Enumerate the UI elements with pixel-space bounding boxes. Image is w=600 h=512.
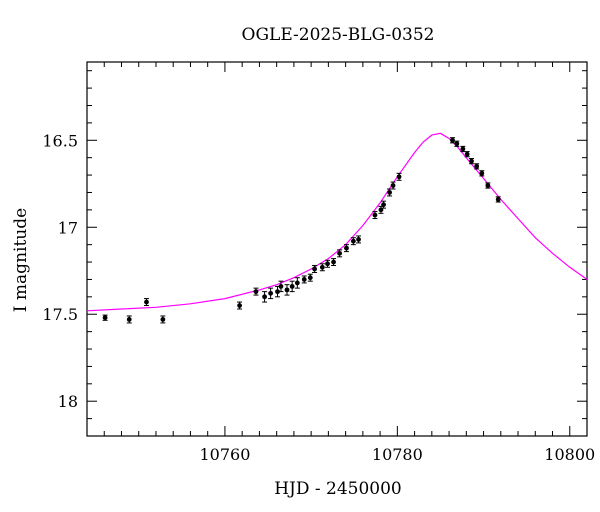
data-point (253, 287, 259, 296)
data-marker (307, 275, 313, 281)
data-point (450, 137, 456, 144)
data-marker (268, 290, 274, 296)
data-marker (325, 261, 330, 267)
x-tick-label: 10760 (199, 445, 250, 464)
data-marker (319, 264, 325, 270)
data-marker (144, 299, 149, 305)
plot-area (86, 132, 588, 324)
data-point (102, 314, 108, 321)
data-marker (237, 303, 242, 308)
data-point (262, 291, 268, 303)
data-marker (356, 237, 361, 242)
x-axis-label: HJD - 2450000 (274, 479, 402, 499)
data-point (460, 145, 466, 153)
data-marker (454, 141, 460, 147)
data-point (331, 258, 337, 267)
data-point (237, 301, 243, 310)
data-marker (289, 284, 295, 289)
y-tick-label: 17 (58, 218, 78, 237)
data-marker (390, 183, 396, 188)
data-point (381, 200, 387, 209)
data-marker (474, 163, 480, 169)
chart-title: OGLE-2025-BLG-0352 (242, 25, 435, 45)
data-marker (396, 174, 402, 180)
data-point (289, 280, 295, 293)
data-marker (278, 284, 284, 289)
y-tick-label: 17.5 (42, 305, 78, 324)
data-point (284, 284, 290, 296)
data-marker (337, 250, 342, 256)
plot-frame (86, 61, 588, 437)
data-marker (102, 315, 108, 321)
data-point (372, 211, 378, 220)
data-marker (350, 238, 356, 244)
y-tick-label: 16.5 (42, 131, 78, 150)
data-marker (464, 151, 470, 157)
data-point (390, 181, 396, 190)
data-marker (301, 277, 307, 282)
data-point (301, 275, 307, 284)
data-marker (331, 259, 336, 265)
data-point (307, 273, 313, 282)
data-point (143, 298, 149, 307)
data-point (485, 182, 491, 189)
data-marker (312, 266, 317, 272)
x-tick-label: 10780 (372, 445, 423, 464)
data-marker (450, 137, 455, 143)
data-marker (460, 146, 466, 152)
data-point (378, 205, 384, 214)
data-point (474, 163, 480, 170)
tick-labels: 10760 10780 10800 16.5 17 17.5 18 (42, 131, 595, 464)
data-point (387, 188, 393, 197)
data-point (126, 315, 132, 324)
data-points (102, 137, 501, 324)
data-point (495, 196, 501, 203)
data-point (454, 140, 460, 147)
data-marker (284, 287, 290, 293)
data-point (294, 277, 300, 289)
data-point (468, 158, 474, 165)
data-point (160, 315, 166, 324)
data-marker (372, 212, 378, 218)
data-point (396, 172, 402, 181)
data-marker (479, 170, 485, 176)
data-point (325, 259, 331, 268)
x-tick-label: 10800 (544, 445, 595, 464)
data-point (278, 280, 284, 293)
y-tick-label: 18 (58, 392, 78, 411)
data-point (464, 151, 470, 158)
data-marker (387, 190, 392, 195)
axis-ticks (86, 62, 588, 437)
data-marker (495, 197, 501, 202)
data-marker (160, 317, 166, 322)
model-curve (86, 132, 588, 312)
data-point (343, 244, 349, 253)
data-marker (253, 289, 259, 295)
data-marker (469, 158, 474, 164)
data-marker (381, 202, 386, 208)
y-axis-label: I magnitude (11, 208, 31, 312)
data-point (337, 249, 343, 258)
data-point (350, 237, 356, 246)
data-point (319, 263, 325, 272)
data-point (356, 235, 362, 244)
data-marker (275, 289, 280, 295)
data-marker (378, 207, 384, 213)
data-point (268, 287, 274, 300)
data-marker (262, 294, 267, 300)
data-marker (126, 317, 132, 322)
data-point (312, 265, 318, 273)
data-point (479, 170, 485, 177)
data-marker (344, 245, 349, 251)
data-marker (485, 183, 491, 188)
data-marker (294, 280, 300, 286)
